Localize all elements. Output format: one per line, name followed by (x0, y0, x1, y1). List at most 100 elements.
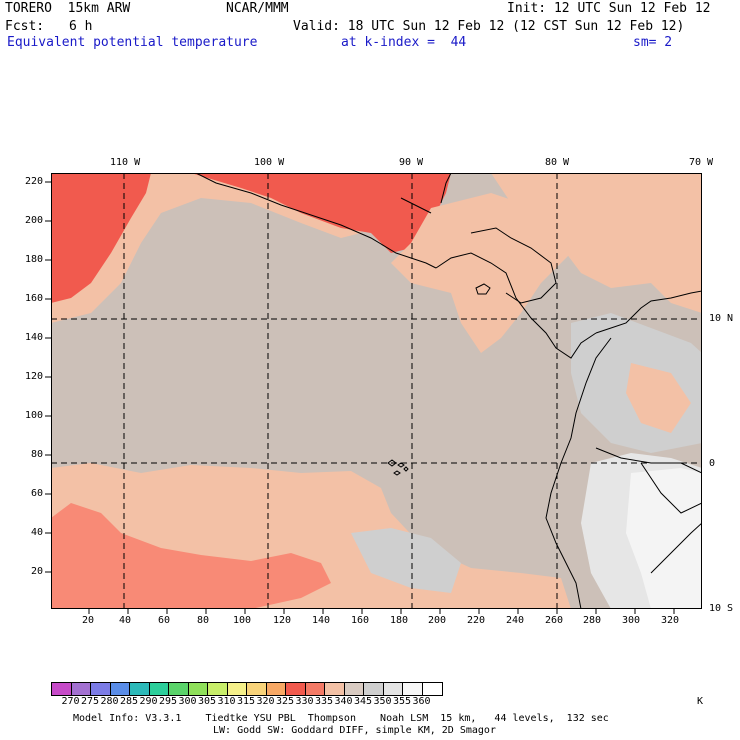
model-info-line2: LW: Godd SW: Goddard DIFF, simple KM, 2D… (213, 725, 496, 736)
color-scale-swatch (266, 683, 286, 695)
color-scale-label: 320 (256, 696, 275, 707)
field-340-central-america (391, 193, 571, 353)
color-scale-swatch (344, 683, 364, 695)
color-scale-label: 285 (120, 696, 139, 707)
lat-label-0: 0 (709, 458, 716, 469)
field-340-caribbean (491, 173, 702, 313)
map-border (51, 173, 702, 609)
color-scale-label: 360 (412, 696, 431, 707)
x-tick-label: 280 (583, 615, 602, 626)
y-tick-label: 40 (31, 527, 44, 538)
color-scale-swatch (130, 683, 150, 695)
color-scale-swatch (169, 683, 189, 695)
x-tick-label: 80 (197, 615, 210, 626)
color-scale-swatch (188, 683, 208, 695)
x-tick-label: 160 (351, 615, 370, 626)
color-scale-label: 310 (217, 696, 236, 707)
field-330-north (191, 173, 451, 253)
y-tick-label: 200 (25, 215, 44, 226)
x-tick-label: 300 (622, 615, 641, 626)
color-scale-swatch (325, 683, 345, 695)
color-scale-label: 325 (276, 696, 295, 707)
map-panel (51, 173, 702, 609)
field-335-southwest (51, 503, 331, 609)
org-label: NCAR/MMM (226, 1, 289, 16)
field-360-andes (626, 468, 702, 609)
color-scale-label: 300 (178, 696, 197, 707)
lat-label-10n: 10 N (709, 313, 734, 324)
lon-label-100w: 100 W (254, 157, 285, 168)
coastline-caribbean (400, 173, 557, 304)
y-tick-label: 80 (31, 449, 44, 460)
color-scale-label: 355 (393, 696, 412, 707)
coastline-central-america (435, 252, 597, 359)
field-name: Equivalent potential temperature (7, 35, 258, 50)
color-scale-label: 280 (100, 696, 119, 707)
model-info-line1: Model Info: V3.3.1 Tiedtke YSU PBL Thomp… (73, 713, 609, 724)
valid-time: Valid: 18 UTC Sun 12 Feb 12 (12 CST Sun … (293, 19, 685, 34)
lake-nicaragua (475, 283, 491, 295)
coastline-south-america (545, 290, 702, 609)
forecast-label: Fcst: (5, 19, 45, 34)
y-tick-label: 180 (25, 254, 44, 265)
x-tick-label: 60 (158, 615, 171, 626)
color-scale-label: 315 (237, 696, 256, 707)
color-scale-label: 345 (354, 696, 373, 707)
color-scale-unit: K (697, 696, 704, 707)
x-tick-label: 320 (661, 615, 680, 626)
color-scale-swatch (227, 683, 247, 695)
forecast-hour: 6 h (69, 19, 93, 34)
lon-label-90w: 90 W (399, 157, 424, 168)
x-tick-label: 180 (390, 615, 409, 626)
color-scale-label: 305 (198, 696, 217, 707)
color-scale-label: 290 (139, 696, 158, 707)
color-scale-label: 340 (334, 696, 353, 707)
coastline-mexico (195, 173, 437, 269)
color-scale-label: 275 (81, 696, 100, 707)
x-tick-label: 100 (233, 615, 252, 626)
y-tick-label: 140 (25, 332, 44, 343)
x-tick-label: 120 (273, 615, 292, 626)
color-scale-swatch (71, 683, 91, 695)
color-scale-swatch (403, 683, 423, 695)
lon-label-110w: 110 W (110, 157, 141, 168)
color-scale-swatch (110, 683, 130, 695)
color-scale-label: 335 (315, 696, 334, 707)
color-scale-swatch (91, 683, 111, 695)
y-tick-label: 100 (25, 410, 44, 421)
smoothing-label: sm= 2 (633, 35, 673, 50)
x-tick-label: 40 (119, 615, 132, 626)
y-tick-label: 160 (25, 293, 44, 304)
color-scale-swatch (52, 683, 72, 695)
color-scale-label: 330 (295, 696, 314, 707)
color-scale-swatch (149, 683, 169, 695)
x-tick-label: 220 (467, 615, 486, 626)
model-title: TORERO 15km ARW (5, 1, 131, 16)
color-scale-swatch (383, 683, 403, 695)
level-label: at k-index = 44 (341, 35, 467, 50)
y-tick-label: 20 (31, 566, 44, 577)
x-tick-label: 260 (545, 615, 564, 626)
y-tick-label: 60 (31, 488, 44, 499)
x-tick-label: 240 (506, 615, 525, 626)
y-tick-label: 220 (25, 176, 44, 187)
color-scale-swatch (247, 683, 267, 695)
field-350-ocean (351, 528, 461, 593)
lat-label-10s: 10 S (709, 603, 734, 614)
y-tick-label: 120 (25, 371, 44, 382)
color-scale-swatch (286, 683, 306, 695)
x-tick-label: 20 (82, 615, 95, 626)
x-tick-label: 140 (312, 615, 331, 626)
equivalent-potential-temperature-map (51, 173, 702, 609)
color-scale-label: 295 (159, 696, 178, 707)
color-scale-swatch (364, 683, 384, 695)
color-scale-swatch (422, 683, 442, 695)
lon-label-80w: 80 W (545, 157, 570, 168)
lon-label-70w: 70 W (689, 157, 714, 168)
color-scale-bar (51, 682, 443, 696)
color-scale-swatch (208, 683, 228, 695)
x-tick-label: 200 (428, 615, 447, 626)
color-scale-label: 350 (373, 696, 392, 707)
init-time: Init: 12 UTC Sun 12 Feb 12 (507, 1, 711, 16)
